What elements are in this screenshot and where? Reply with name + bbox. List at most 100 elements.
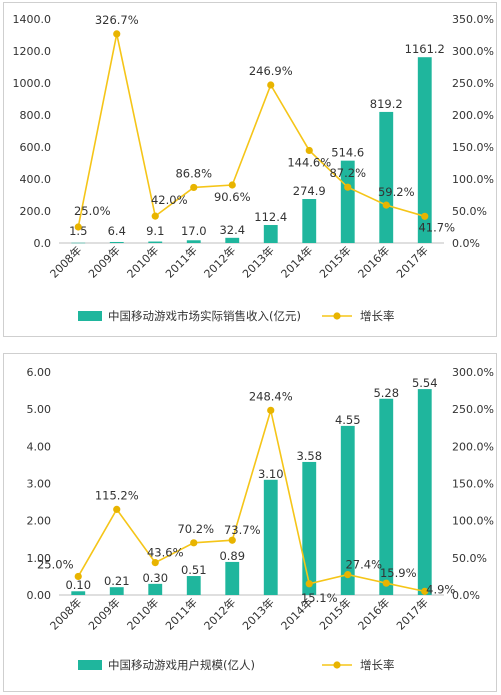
x-tick-label: 2013年 bbox=[239, 243, 276, 280]
bar-value-label: 0.51 bbox=[181, 563, 207, 577]
x-tick-label: 2008年 bbox=[47, 243, 84, 280]
growth-point bbox=[74, 572, 82, 581]
y-right-tick-label: 150.0% bbox=[452, 478, 494, 491]
legend-line-marker bbox=[333, 312, 341, 320]
growth-point bbox=[228, 536, 236, 544]
legend-line-marker bbox=[333, 661, 341, 669]
growth-point bbox=[421, 587, 429, 595]
x-tick-label: 2010年 bbox=[124, 595, 161, 632]
y-left-tick-label: 400.0 bbox=[20, 173, 52, 186]
growth-point bbox=[382, 201, 390, 209]
x-tick-label: 2016年 bbox=[355, 243, 392, 280]
y-right-tick-label: 0.0% bbox=[452, 237, 480, 250]
growth-value-label: 87.2% bbox=[329, 166, 366, 180]
bar-value-label: 514.6 bbox=[331, 146, 364, 160]
y-right-tick-label: 300.0% bbox=[452, 45, 494, 58]
x-tick-label: 2014年 bbox=[278, 243, 315, 280]
growth-point bbox=[267, 81, 275, 89]
growth-value-label: 25.0% bbox=[74, 204, 111, 218]
chart-svg: 0.00 1.00 2.00 3.00 4.00 5.00 6.00 0.0% 50.0% 100… bbox=[27, 366, 494, 672]
growth-point bbox=[344, 571, 352, 579]
bar bbox=[417, 57, 432, 243]
growth-value-label: 248.4% bbox=[249, 389, 293, 403]
bar-value-label: 0.30 bbox=[142, 571, 168, 585]
y-left-tick-label: 1.00 bbox=[27, 552, 52, 565]
y-right-tick-label: 100.0% bbox=[452, 173, 494, 186]
growth-point bbox=[421, 212, 429, 220]
x-tick-label: 2016年 bbox=[355, 595, 392, 632]
growth-value-label: 246.9% bbox=[249, 64, 293, 78]
growth-value-label: 4.9% bbox=[426, 582, 455, 596]
legend-bar-label: 中国移动游戏用户规模(亿人) bbox=[108, 658, 255, 672]
growth-value-label: 59.2% bbox=[378, 185, 415, 199]
growth-value-label: 86.8% bbox=[175, 166, 212, 180]
x-tick-label: 2012年 bbox=[201, 243, 238, 280]
y-right-tick-label: 200.0% bbox=[452, 440, 494, 453]
y-right-tick-label: 150.0% bbox=[452, 141, 494, 154]
bar-value-label: 6.4 bbox=[108, 224, 126, 238]
y-left-tick-label: 800.0 bbox=[20, 109, 52, 122]
growth-value-label: 41.7% bbox=[418, 220, 455, 234]
bar bbox=[379, 398, 394, 595]
y-left-tick-label: 4.00 bbox=[27, 440, 52, 453]
bar bbox=[148, 583, 163, 595]
growth-line bbox=[77, 33, 425, 228]
growth-value-label: 70.2% bbox=[177, 522, 214, 536]
growth-point bbox=[74, 223, 82, 231]
bar-value-label: 0.21 bbox=[104, 574, 130, 588]
x-tick-label: 2013年 bbox=[239, 595, 276, 632]
growth-point bbox=[113, 30, 121, 38]
bar-value-label: 0.10 bbox=[65, 578, 91, 592]
y-left-tick-label: 5.00 bbox=[27, 403, 52, 416]
bar bbox=[225, 561, 240, 595]
growth-line bbox=[77, 407, 425, 593]
x-tick-label: 2009年 bbox=[85, 243, 122, 280]
chart-panel-users: 0.00 1.00 2.00 3.00 4.00 5.00 6.00 0.0% 50.0% 100… bbox=[3, 353, 497, 692]
y-left-tick-label: 200.0 bbox=[20, 205, 52, 218]
y-left-tick-label: 1200.0 bbox=[13, 45, 52, 58]
x-tick-label: 2017年 bbox=[393, 595, 430, 632]
bar bbox=[186, 240, 201, 243]
x-tick-label: 2012年 bbox=[201, 595, 238, 632]
growth-value-label: 144.6% bbox=[287, 155, 331, 169]
bar-value-label: 17.0 bbox=[181, 224, 207, 238]
bar bbox=[186, 576, 201, 595]
growth-value-label: 326.7% bbox=[95, 13, 139, 27]
bar-value-label: 819.2 bbox=[370, 97, 403, 111]
legend-line-label: 增长率 bbox=[360, 658, 395, 672]
x-tick-label: 2014年 bbox=[278, 595, 315, 632]
bar bbox=[225, 237, 240, 243]
x-tick-label: 2008年 bbox=[47, 595, 84, 632]
bar bbox=[71, 591, 86, 595]
growth-point bbox=[190, 539, 198, 547]
x-tick-label: 2010年 bbox=[124, 243, 161, 280]
y-right-tick-label: 50.0% bbox=[452, 552, 487, 565]
y-right-tick-label: 50.0% bbox=[452, 205, 487, 218]
bar-value-label: 1.5 bbox=[69, 224, 87, 238]
bar-value-label: 5.28 bbox=[373, 386, 399, 400]
x-tick-label: 2011年 bbox=[162, 595, 199, 632]
growth-point bbox=[190, 183, 198, 192]
bar bbox=[71, 242, 86, 244]
bar-value-label: 1161.2 bbox=[405, 42, 445, 56]
growth-point bbox=[151, 558, 159, 567]
y-left-tick-label: 600.0 bbox=[20, 141, 52, 154]
bar-value-label: 5.54 bbox=[412, 376, 438, 390]
x-tick-label: 2015年 bbox=[316, 243, 353, 280]
legend-bar-swatch bbox=[78, 660, 102, 670]
growth-value-label: 90.6% bbox=[214, 190, 251, 204]
x-tick-label: 2017年 bbox=[393, 243, 430, 280]
growth-value-label: 43.6% bbox=[147, 546, 184, 560]
growth-value-label: 27.4% bbox=[345, 558, 382, 572]
legend-line-label: 增长率 bbox=[360, 309, 395, 323]
growth-value-label: 115.2% bbox=[95, 488, 139, 502]
bar-value-label: 3.58 bbox=[296, 449, 322, 463]
bar-value-label: 112.4 bbox=[254, 210, 287, 224]
bar-value-label: 0.89 bbox=[219, 549, 245, 563]
growth-point bbox=[344, 183, 352, 191]
bar bbox=[340, 425, 355, 595]
legend-bar-label: 中国移动游戏市场实际销售收入(亿元) bbox=[108, 309, 301, 323]
growth-point bbox=[382, 579, 390, 587]
y-left-tick-label: 1400.0 bbox=[13, 13, 52, 26]
chart-panel-revenue: 0.0 200.0 400.0 600.0 800.0 1000.0 1200.0 1400.… bbox=[3, 2, 497, 337]
